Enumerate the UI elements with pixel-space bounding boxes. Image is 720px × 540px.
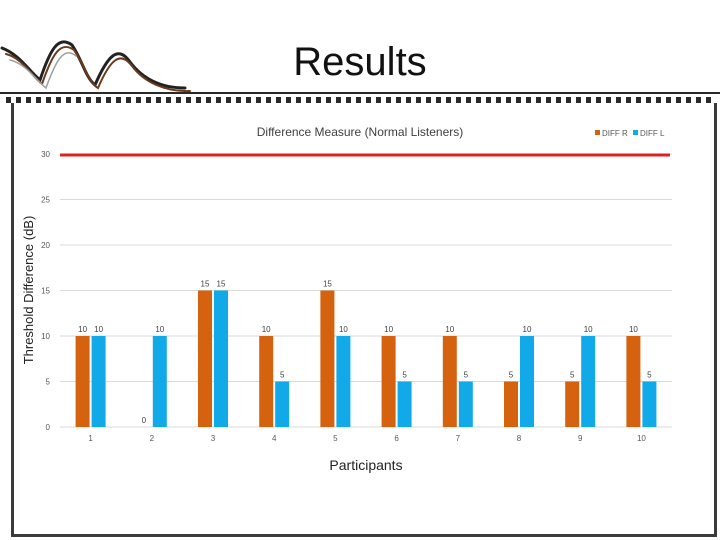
- y-tick-label: 5: [46, 378, 51, 387]
- legend-swatch-diff-l: [633, 130, 638, 135]
- x-tick-label: 1: [88, 434, 93, 443]
- bar-diff-l: [91, 336, 106, 427]
- bar-diff-l: [458, 381, 473, 427]
- data-label: 10: [262, 325, 271, 334]
- data-label: 10: [523, 325, 532, 334]
- bar-diff-l: [642, 381, 657, 427]
- data-label: 10: [94, 325, 103, 334]
- data-label: 5: [570, 371, 575, 380]
- data-label: 5: [464, 371, 469, 380]
- bar-diff-l: [152, 336, 167, 427]
- data-label: 15: [323, 280, 332, 289]
- chart-frame: [11, 103, 717, 537]
- bar-diff-r: [198, 290, 212, 427]
- data-label: 5: [509, 371, 514, 380]
- legend: DIFF R DIFF L: [595, 129, 665, 138]
- data-label: 10: [584, 325, 593, 334]
- bar-diff-l: [520, 336, 534, 427]
- bar-diff-r: [504, 381, 518, 427]
- y-tick-label: 25: [41, 196, 50, 205]
- squiggle-ornament: [0, 40, 191, 93]
- x-tick-label: 9: [578, 434, 583, 443]
- data-label: 0: [142, 416, 147, 425]
- bar-diff-l: [275, 381, 290, 427]
- data-label: 5: [402, 371, 407, 380]
- data-label: 10: [339, 325, 348, 334]
- x-tick-label: 7: [456, 434, 461, 443]
- bars: [75, 290, 657, 427]
- data-labels: 10 10 0 10 15 15 10 5 15 10 10 5 10 5 5 10 5 10 10 5: [78, 280, 652, 426]
- bar-diff-r: [626, 336, 641, 427]
- data-label: 10: [155, 325, 164, 334]
- x-axis-ticks: 1 2 3 4 5 6 7 8 9 10: [88, 434, 646, 443]
- bar-diff-r: [565, 381, 580, 427]
- gridlines: [60, 153, 672, 428]
- title-decoration: [0, 40, 720, 103]
- data-label: 5: [280, 371, 285, 380]
- data-label: 15: [217, 280, 226, 289]
- x-tick-label: 4: [272, 434, 277, 443]
- bar-diff-l: [397, 381, 412, 427]
- y-tick-label: 0: [46, 423, 51, 432]
- bar-diff-r: [381, 336, 396, 427]
- x-tick-label: 5: [333, 434, 338, 443]
- x-tick-label: 3: [211, 434, 216, 443]
- y-axis-label: Threshold Difference (dB): [21, 216, 36, 365]
- y-tick-label: 30: [41, 150, 50, 159]
- y-axis-ticks: 0 5 10 15 20 25 30: [41, 150, 50, 432]
- data-label: 10: [384, 325, 393, 334]
- legend-label: DIFF R: [602, 129, 628, 138]
- legend-swatch-diff-r: [595, 130, 600, 135]
- y-tick-label: 10: [41, 332, 50, 341]
- data-label: 10: [78, 325, 87, 334]
- y-tick-label: 20: [41, 241, 50, 250]
- x-tick-label: 10: [637, 434, 646, 443]
- x-axis-label: Participants: [329, 457, 402, 473]
- data-label: 10: [629, 325, 638, 334]
- y-tick-label: 15: [41, 287, 50, 296]
- data-label: 10: [445, 325, 454, 334]
- data-label: 5: [647, 371, 652, 380]
- data-label: 15: [201, 280, 210, 289]
- slide-title: Results: [293, 40, 427, 84]
- bar-diff-l: [336, 336, 351, 427]
- x-tick-label: 8: [517, 434, 522, 443]
- chart-title: Difference Measure (Normal Listeners): [257, 125, 464, 139]
- legend-label: DIFF L: [640, 129, 665, 138]
- bar-diff-l: [581, 336, 596, 427]
- bar-diff-l: [214, 290, 228, 427]
- bar-diff-r: [320, 290, 335, 427]
- bar-diff-r: [442, 336, 457, 427]
- x-tick-label: 2: [150, 434, 155, 443]
- bar-diff-r: [75, 336, 90, 427]
- bar-diff-r: [259, 336, 274, 427]
- x-tick-label: 6: [394, 434, 399, 443]
